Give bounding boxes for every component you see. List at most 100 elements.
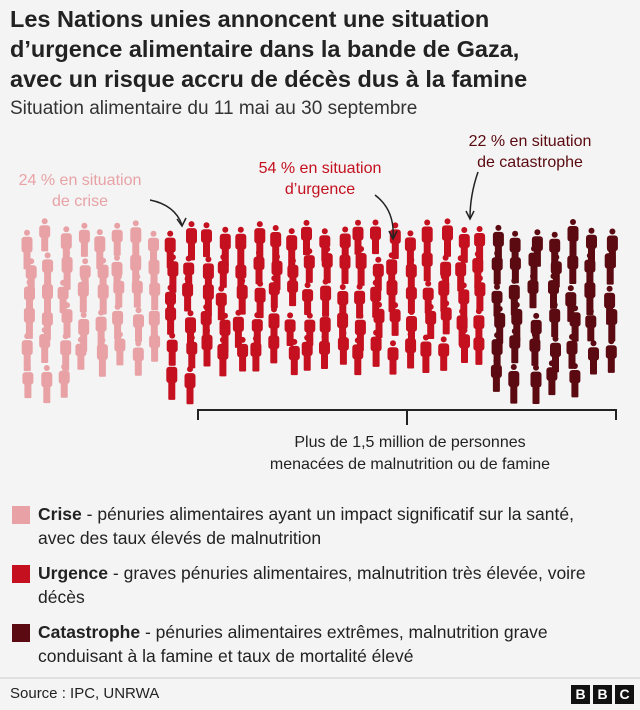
person-icon: [588, 340, 599, 375]
person-body: [131, 280, 143, 294]
person-body: [352, 226, 364, 241]
person-head: [531, 331, 538, 338]
person-head: [80, 312, 87, 318]
annotation-line: de crise: [51, 193, 109, 210]
person-body: [186, 341, 198, 355]
person-icon: [440, 300, 452, 335]
person-legs: [305, 267, 313, 283]
person-head: [26, 300, 33, 307]
person-body: [201, 229, 212, 243]
person-head: [494, 250, 501, 257]
person-head: [440, 336, 447, 343]
person-icon: [201, 327, 213, 367]
person-head: [135, 340, 142, 347]
person-icon: [22, 365, 34, 399]
person-body: [387, 347, 399, 361]
person-body: [200, 311, 212, 326]
legend-item: Crise - pénuries alimentaires ayant un i…: [12, 502, 612, 550]
person-body: [354, 319, 366, 336]
person-icon: [253, 249, 265, 285]
person-body: [337, 337, 349, 351]
person-legs: [113, 241, 121, 256]
person-icon: [131, 273, 143, 308]
person-icon: [186, 334, 198, 369]
person-head: [151, 328, 158, 335]
person-icon: [287, 273, 299, 307]
person-icon: [96, 337, 108, 377]
arrow-head: [176, 217, 187, 228]
person-head: [475, 308, 482, 315]
person-head: [339, 305, 346, 312]
person-legs: [461, 347, 468, 363]
person-head: [427, 303, 434, 310]
title-line: avec un risque accru de décès dus à la f…: [10, 66, 528, 92]
person-legs: [290, 359, 298, 376]
person-body: [352, 344, 364, 360]
annotation: 54 % en situation d’urgence: [245, 158, 395, 200]
person-body: [509, 335, 521, 349]
person-icon: [167, 254, 179, 293]
person-legs: [133, 293, 141, 308]
person-icon: [509, 328, 521, 364]
person-body: [22, 372, 34, 385]
person-icon: [111, 222, 123, 256]
source: Source : IPC, UNRWA: [10, 685, 160, 702]
title-line: d’urgence alimentaire dans la bande de G…: [10, 36, 520, 62]
person-head: [408, 279, 415, 286]
people-field: [21, 218, 618, 405]
person-icon: [39, 218, 51, 252]
annotation-line: 54 % en situation: [258, 160, 382, 177]
person-head: [132, 247, 139, 254]
person-head: [60, 279, 67, 286]
person-body: [337, 312, 349, 329]
person-body: [319, 235, 331, 249]
person-head: [235, 309, 242, 316]
person-legs: [389, 359, 397, 375]
person-legs: [203, 241, 210, 258]
subtitle: Situation alimentaire du 11 mai au 30 se…: [10, 98, 418, 119]
person-body: [404, 237, 416, 252]
person-icon: [202, 277, 214, 317]
person-head: [372, 219, 379, 226]
person-body: [548, 280, 559, 295]
person-body: [112, 310, 124, 326]
person-legs: [475, 349, 483, 365]
person-body: [455, 262, 467, 277]
person-head: [424, 245, 431, 252]
person-legs: [372, 350, 380, 367]
person-head: [533, 312, 540, 319]
person-head: [44, 277, 51, 283]
person-icon: [550, 335, 561, 373]
person-body: [165, 291, 176, 306]
person-head: [96, 229, 103, 236]
person-body: [422, 287, 434, 301]
person-head: [609, 228, 616, 235]
person-head: [220, 254, 227, 260]
person-head: [167, 300, 174, 307]
person-legs: [587, 327, 595, 342]
person-head: [321, 228, 328, 235]
person-head: [61, 363, 68, 370]
person-body: [41, 312, 53, 326]
person-body: [60, 233, 72, 250]
person-icon: [549, 301, 561, 338]
person-body: [75, 343, 87, 357]
person-head: [512, 250, 519, 257]
person-head: [115, 273, 122, 280]
person-icon: [508, 364, 520, 404]
person-body: [550, 342, 561, 358]
person-legs: [357, 268, 365, 286]
person-legs: [41, 347, 49, 363]
person-head: [407, 230, 414, 237]
person-head: [271, 275, 278, 282]
person-head: [304, 282, 311, 289]
person-body: [183, 262, 195, 276]
person-icon: [420, 334, 432, 373]
person-body: [185, 317, 196, 334]
person-head: [132, 220, 139, 227]
person-head: [203, 222, 210, 229]
person-body: [406, 316, 417, 332]
person-icon: [606, 302, 618, 342]
person-head: [586, 275, 593, 282]
person-legs: [23, 251, 31, 270]
